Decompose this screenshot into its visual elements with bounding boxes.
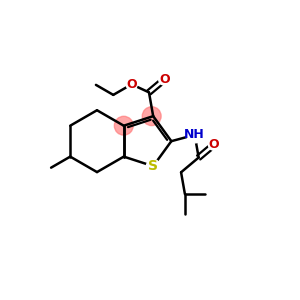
Circle shape bbox=[208, 139, 220, 150]
Circle shape bbox=[187, 127, 202, 143]
Text: NH: NH bbox=[184, 128, 205, 141]
Circle shape bbox=[142, 107, 161, 126]
Circle shape bbox=[126, 79, 137, 90]
Circle shape bbox=[159, 74, 170, 85]
Circle shape bbox=[114, 116, 133, 135]
Text: O: O bbox=[126, 78, 137, 91]
Circle shape bbox=[146, 159, 160, 173]
Text: O: O bbox=[159, 73, 169, 86]
Text: O: O bbox=[209, 138, 219, 151]
Text: S: S bbox=[148, 159, 158, 173]
